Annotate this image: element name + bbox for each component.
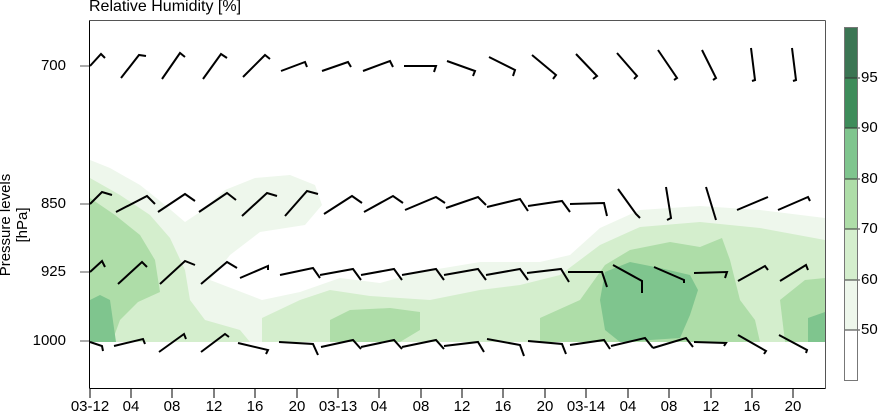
y-tick-925: 925 (40, 263, 66, 280)
x-tick: 12 (205, 398, 223, 415)
x-tick: 03-12 (70, 398, 110, 415)
chart-title: Relative Humidity [%] (89, 0, 242, 15)
colorbar-tick-90: 90 (861, 119, 878, 136)
x-tick: 16 (246, 398, 264, 415)
x-tick: 03-14 (566, 398, 606, 415)
x-tick: 04 (619, 398, 637, 415)
y-tick-700: 700 (40, 57, 66, 74)
x-tick: 04 (122, 398, 140, 415)
contour-fill (90, 160, 825, 342)
x-tick: 12 (453, 398, 471, 415)
colorbar-tick-95: 95 (861, 69, 878, 86)
y-tick-850: 850 (40, 195, 66, 212)
y-tick-1000: 1000 (32, 332, 66, 349)
x-tick: 04 (370, 398, 388, 415)
x-tick: 08 (660, 398, 678, 415)
wind-barbs (89, 47, 811, 357)
plot-frame (89, 20, 826, 389)
colorbar-tick-50: 50 (861, 321, 878, 338)
x-tick: 16 (743, 398, 761, 415)
x-tick: 20 (784, 398, 802, 415)
x-tick: 08 (163, 398, 181, 415)
y-ticks (80, 65, 89, 342)
x-tick: 03-13 (318, 398, 358, 415)
x-ticks (89, 388, 794, 398)
colorbar-tick-80: 80 (861, 170, 878, 187)
x-tick: 20 (288, 398, 306, 415)
x-tick: 16 (494, 398, 512, 415)
colorbar (844, 27, 860, 381)
x-tick: 20 (536, 398, 554, 415)
x-tick: 12 (702, 398, 720, 415)
colorbar-tick-70: 70 (861, 220, 878, 237)
colorbar-tick-60: 60 (861, 271, 878, 288)
x-tick: 08 (412, 398, 430, 415)
